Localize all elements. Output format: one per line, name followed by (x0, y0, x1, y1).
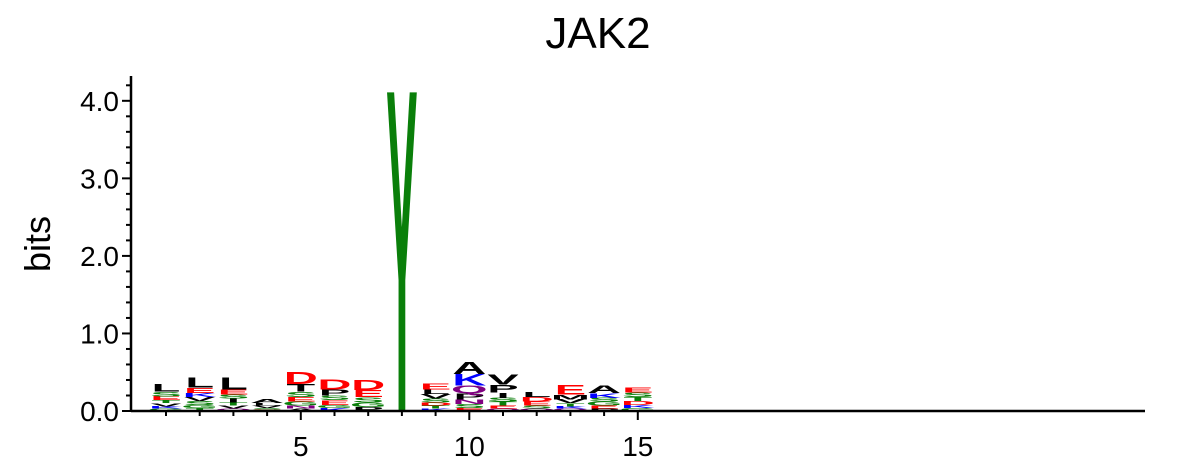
logo-letter-d: D (284, 369, 318, 388)
logo-letter-l: L (421, 388, 450, 395)
logo-letter-d: D (621, 400, 655, 406)
logo-letter-k: K (318, 407, 352, 412)
logo-letter-n: N (452, 398, 486, 405)
x-tick-label: 5 (293, 431, 309, 462)
logo-letter-e: E (319, 399, 350, 406)
logo-letter-l: L (185, 374, 214, 391)
logo-letter-a: A (452, 359, 486, 378)
logo-letter-p: P (353, 406, 384, 412)
logo-letter-k: K (149, 406, 183, 410)
logo-letter-s: S (319, 395, 350, 402)
logo-letter-d: D (351, 377, 385, 394)
logo-letter-p: P (319, 388, 350, 398)
logo-letter-k: K (183, 392, 217, 398)
logo-letter-q: Q (451, 384, 488, 396)
logo-letter-y: Y (386, 0, 417, 471)
logo-letter-t: T (421, 405, 451, 410)
logo-letter-s: S (454, 403, 485, 409)
logo-letter-v: V (487, 371, 519, 388)
logo-letter-v: V (251, 405, 282, 409)
logo-letter-e: E (622, 386, 653, 394)
logo-letter-k: K (452, 371, 487, 389)
logo-letter-s: S (285, 391, 316, 399)
logo-letter-e: E (184, 387, 215, 395)
logo-letter-v: V (218, 405, 250, 410)
logo-letter-e: E (285, 396, 316, 403)
logo-letter-s: S (420, 398, 451, 404)
logo-letter-p: P (454, 392, 485, 402)
logo-letter-e: E (454, 407, 485, 412)
logo-letter-v: V (420, 393, 452, 400)
y-axis-label: bits (17, 216, 58, 272)
logo-letter-k: K (587, 392, 621, 399)
logo-letter-a: A (250, 399, 284, 405)
logo-letter-s: S (622, 391, 653, 398)
logo-letter-t: T (286, 382, 315, 394)
logo-letter-t: T (556, 403, 586, 408)
y-tick-label: 1.0 (80, 318, 119, 349)
logo-letter-t: T (185, 407, 215, 412)
logo-letter-e: E (218, 388, 249, 396)
x-tick-label: 10 (454, 431, 485, 462)
logo-letter-s: S (251, 408, 282, 410)
logo-letter-e: E (521, 401, 552, 407)
logo-letter-p: P (487, 383, 518, 395)
logo-letter-d: D (419, 402, 453, 407)
logo-letter-s: S (218, 394, 249, 400)
logo-letter-v: V (184, 396, 216, 402)
y-tick-label: 3.0 (80, 163, 119, 194)
logo-letter-d: D (318, 376, 352, 393)
logo-letter-l: L (522, 391, 551, 399)
logo-letter-e: E (588, 405, 619, 410)
logo-letter-g: G (586, 401, 623, 407)
logo-letter-t: T (489, 401, 519, 407)
logo-letter-t: T (623, 396, 653, 402)
logo-letter-v: V (555, 399, 587, 405)
logo-letter-g: G (350, 402, 387, 409)
logo-letter-v: V (150, 403, 182, 408)
x-tick-label: 15 (622, 431, 653, 462)
logo-letter-l: L (152, 382, 181, 394)
x-axis-ticks: 5 10 15 (165, 411, 653, 462)
logo-letter-g: G (181, 404, 218, 409)
logo-letter-s: S (487, 397, 518, 403)
y-tick-label: 2.0 (80, 241, 119, 272)
logo-letter-g: G (316, 404, 353, 409)
logo-letter-e: E (420, 382, 451, 392)
y-axis-ticks: 0.0 1.0 2.0 3.0 4.0 (80, 84, 131, 427)
logo-letter-t: T (219, 402, 249, 407)
logo-letter-l: L (253, 403, 282, 407)
logo-letter-k: K (621, 404, 655, 409)
logo-letter-t: T (152, 399, 182, 404)
logo-letter-i: I (227, 398, 240, 404)
logo-letter-g: G (283, 401, 320, 407)
logo-letter-i: I (496, 391, 509, 399)
logo-letter-d: D (520, 396, 554, 403)
logo-letter-s: S (150, 391, 181, 398)
logo-letter-e: E (555, 383, 586, 398)
logo-stacks: GKVTESLTGSVKELQVTISELESVLAANGESTDKGESPDP… (148, 0, 656, 471)
logo-letter-e: E (487, 405, 518, 410)
logo-letter-g: G (620, 407, 657, 412)
y-tick-label: 4.0 (80, 86, 119, 117)
logo-letter-s: S (353, 396, 384, 404)
chart-title: JAK2 (545, 9, 650, 58)
logo-letter-s: S (184, 400, 215, 406)
logo-letter-l: L (219, 374, 248, 393)
logo-letter-a: A (587, 384, 621, 396)
logo-letter-e: E (353, 388, 384, 399)
logo-letter-e: E (150, 395, 181, 401)
logo-letter-s: S (521, 405, 552, 410)
logo-letter-n: N (284, 405, 318, 410)
logo-letter-s: S (588, 397, 619, 403)
logo-letter-m: M (551, 394, 590, 401)
logo-letter-k: K (553, 406, 587, 410)
y-tick-label: 0.0 (80, 396, 119, 427)
